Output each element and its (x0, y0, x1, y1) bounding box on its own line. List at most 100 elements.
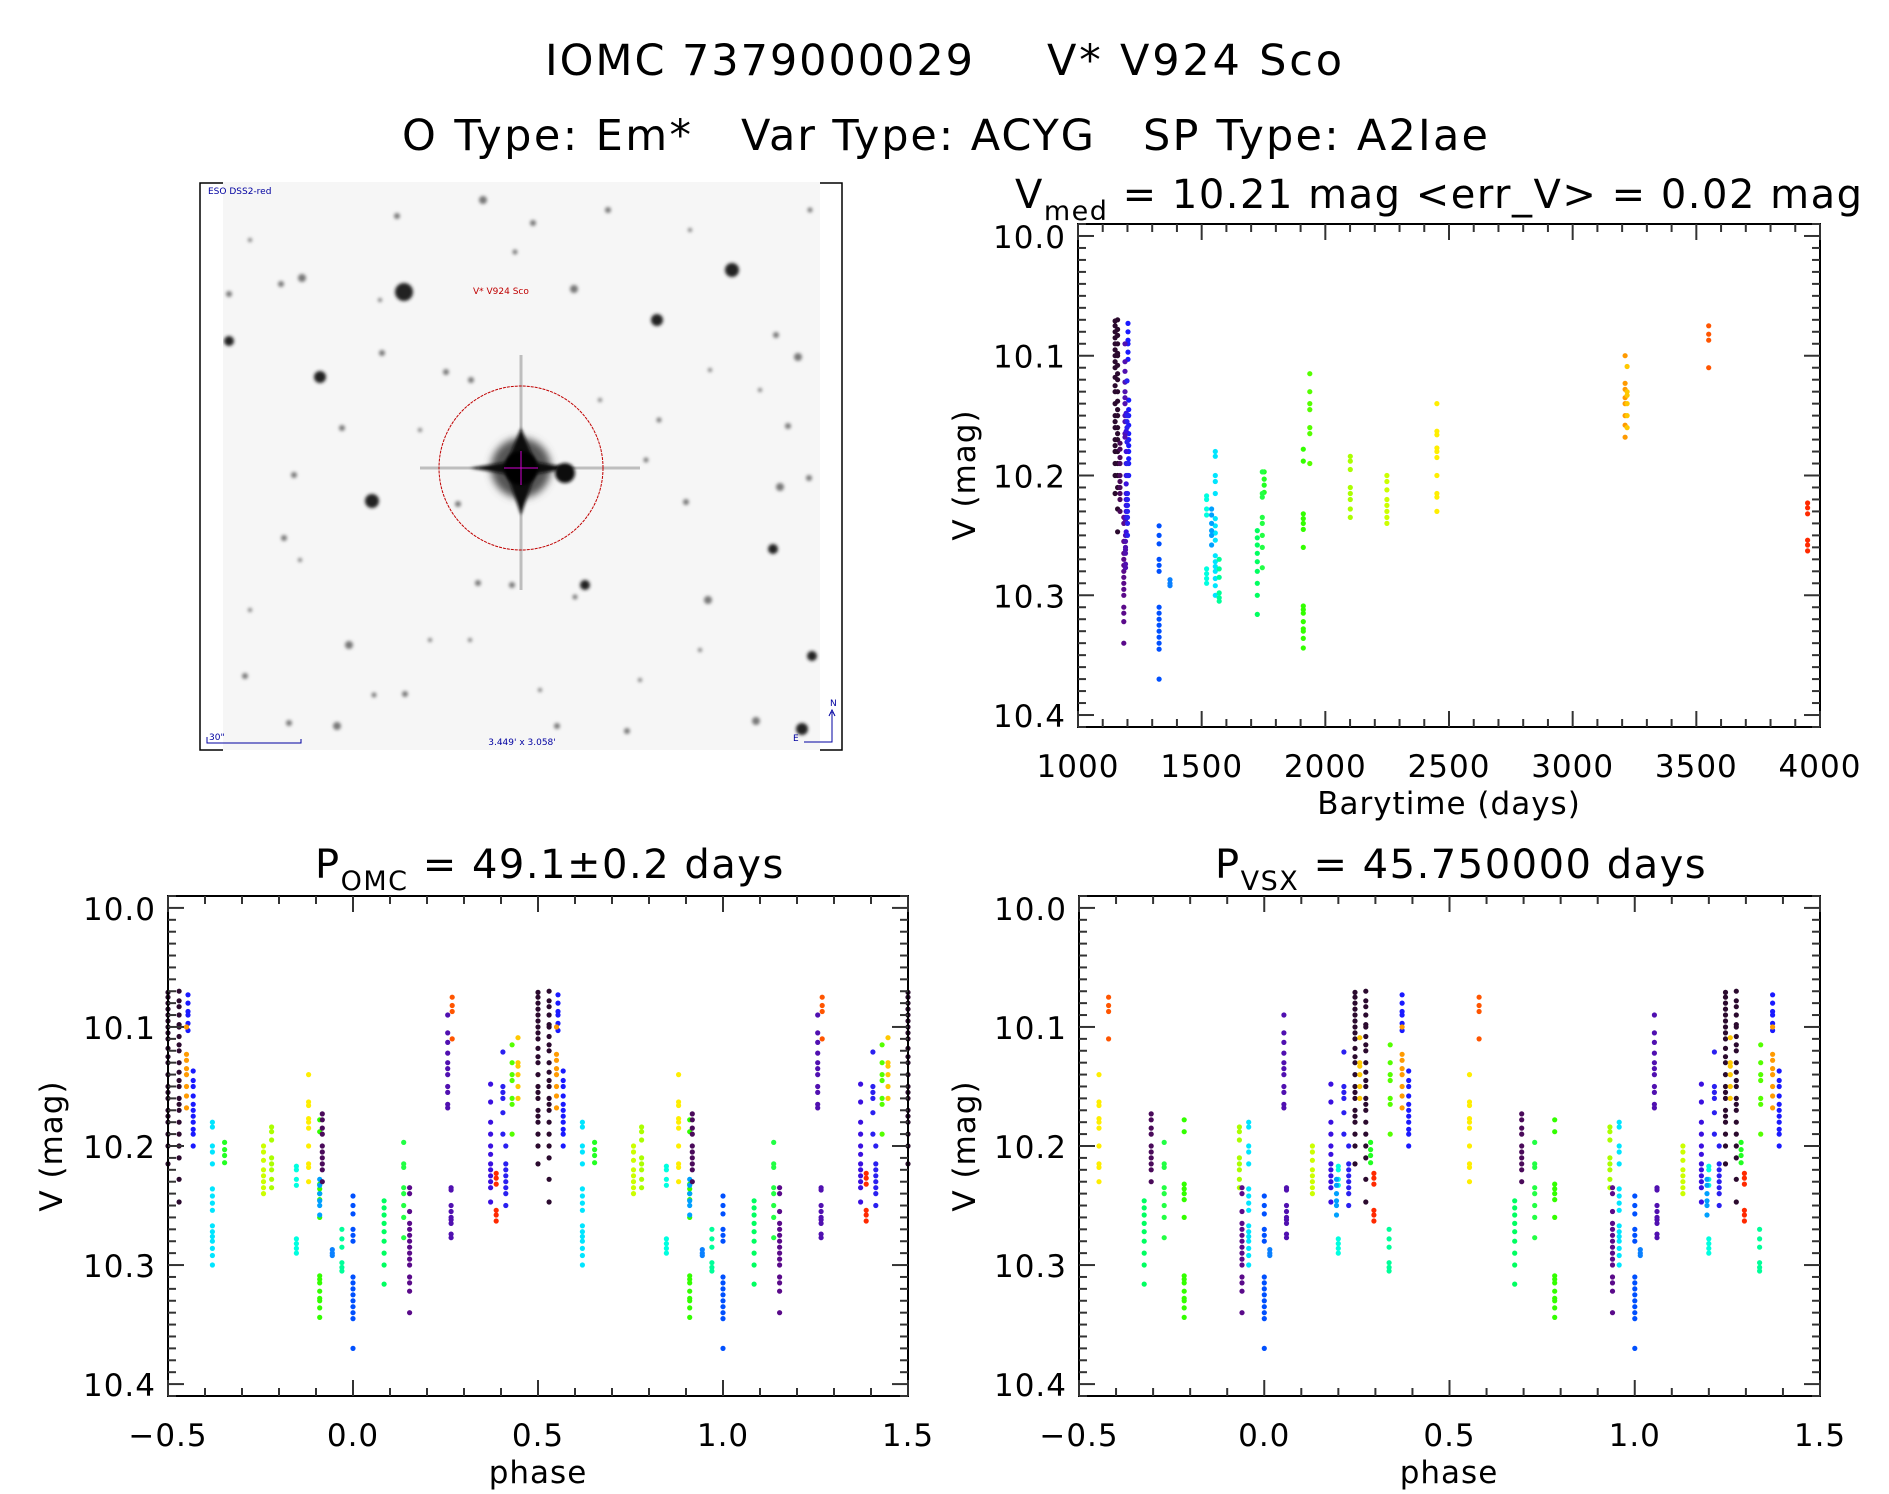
data-point (1727, 1095, 1733, 1101)
data-point (319, 1125, 325, 1131)
star (806, 475, 812, 481)
data-point (488, 1199, 494, 1205)
data-point (1552, 1298, 1558, 1304)
data-point (1466, 1125, 1473, 1131)
data-point (1363, 1024, 1369, 1030)
data-point (1632, 1286, 1638, 1292)
data-point (1622, 380, 1628, 386)
data-point (407, 1220, 413, 1226)
data-point (1519, 1117, 1525, 1123)
data-point (209, 1200, 215, 1206)
data-point (1770, 1072, 1776, 1078)
data-point (1371, 1170, 1377, 1176)
data-point (771, 1235, 777, 1241)
data-point (777, 1262, 783, 1268)
data-point (771, 1191, 777, 1197)
data-point (1722, 1143, 1729, 1149)
data-point (663, 1163, 670, 1169)
data-point (1267, 1252, 1273, 1259)
star (785, 423, 791, 429)
data-point (350, 1226, 356, 1232)
data-point (1722, 1006, 1729, 1012)
data-point (350, 1298, 356, 1304)
data-point (1704, 1182, 1710, 1188)
data-point (885, 1095, 891, 1101)
data-point (535, 1107, 541, 1113)
data-point (1722, 994, 1729, 1000)
x-tick-label: 1.5 (1794, 1418, 1846, 1454)
data-point (535, 1000, 541, 1006)
data-point (579, 1161, 586, 1167)
object-type: O Type: Em* (402, 111, 693, 161)
data-point (1124, 514, 1131, 521)
data-point (1121, 619, 1127, 625)
data-point (269, 1155, 275, 1161)
data-point (1466, 1102, 1473, 1109)
star (794, 353, 802, 361)
data-point (879, 1131, 885, 1137)
data-point (1261, 1211, 1267, 1217)
data-point (1476, 994, 1482, 1000)
data-point (1346, 1191, 1352, 1197)
data-point (1434, 490, 1440, 497)
data-point (317, 1288, 323, 1294)
data-point (873, 1185, 879, 1191)
data-point (771, 1164, 777, 1170)
data-point (870, 1083, 876, 1090)
data-point (1254, 535, 1260, 541)
data-point (879, 1077, 885, 1084)
data-point (1125, 329, 1131, 335)
data-point (1156, 616, 1162, 622)
data-point (1112, 490, 1118, 497)
data-point (1733, 1042, 1739, 1048)
data-point (1239, 1274, 1245, 1280)
data-point (1368, 1139, 1374, 1145)
data-point (863, 1207, 869, 1213)
data-point (546, 1012, 552, 1018)
data-point (1698, 1081, 1704, 1087)
data-point (1519, 1125, 1525, 1131)
variability-type: Var Type: ACYG (741, 111, 1096, 161)
data-point (1776, 1083, 1782, 1090)
data-point (1148, 1155, 1154, 1161)
data-point (579, 1119, 586, 1125)
data-point (1259, 565, 1265, 571)
data-point (407, 1238, 413, 1244)
data-point (592, 1152, 598, 1159)
data-point (1346, 1202, 1352, 1209)
data-point (1141, 1281, 1147, 1287)
data-point (1622, 353, 1628, 359)
data-point (1624, 389, 1630, 395)
data-point (560, 1077, 566, 1084)
data-point (222, 1147, 228, 1153)
data-point (1704, 1198, 1710, 1204)
data-point (1698, 1151, 1704, 1157)
data-point (1622, 434, 1628, 440)
data-point (1300, 603, 1306, 609)
data-point (1680, 1157, 1686, 1163)
data-point (1434, 508, 1440, 514)
data-point (639, 1167, 645, 1173)
data-point (777, 1232, 783, 1238)
star (605, 207, 611, 213)
data-point (1209, 520, 1215, 527)
data-point (190, 1068, 196, 1074)
data-point (1711, 1131, 1717, 1137)
data-point (639, 1155, 645, 1161)
data-point (873, 1143, 879, 1149)
data-point (1281, 1050, 1287, 1056)
data-point (1254, 592, 1260, 598)
data-point (1156, 610, 1162, 616)
data-point (1307, 389, 1313, 395)
data-point (1300, 446, 1306, 452)
data-point (1156, 562, 1162, 568)
data-point (209, 1223, 215, 1229)
data-point (858, 1143, 864, 1149)
data-point (448, 1220, 454, 1226)
data-point (493, 1218, 499, 1224)
data-point (1212, 592, 1218, 598)
data-point (1209, 512, 1215, 518)
data-point (1209, 506, 1215, 512)
data-point (1386, 1236, 1392, 1242)
data-point (546, 1107, 552, 1113)
